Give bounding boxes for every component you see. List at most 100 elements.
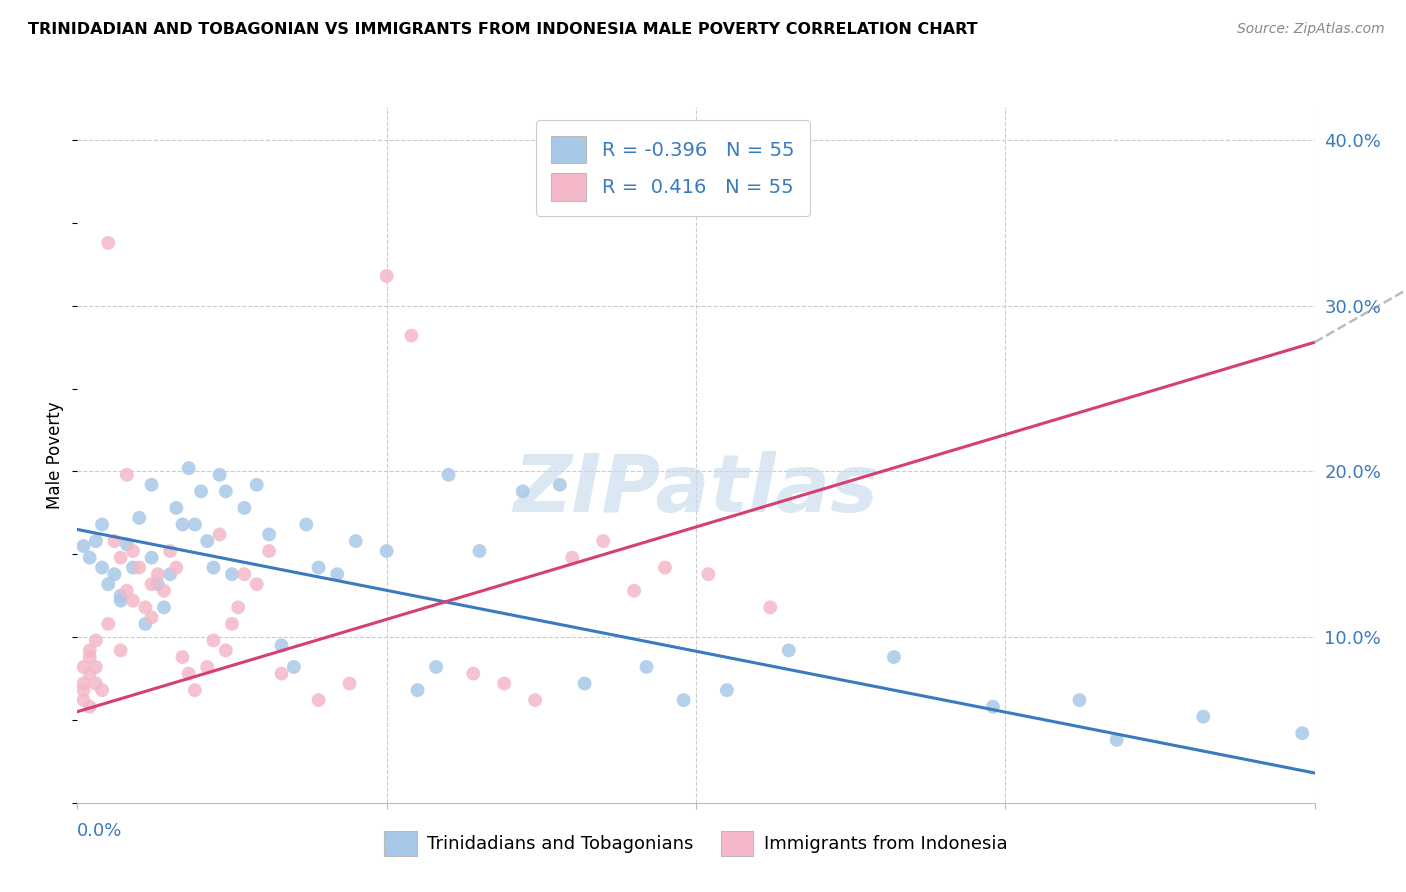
Point [165,500,187,515]
Point [672,693,695,707]
Point [159,567,181,582]
Point [221,616,243,631]
Point [1291,726,1313,740]
Point [153,583,176,598]
Point [208,527,231,541]
Point [1069,693,1091,707]
Point [115,583,138,598]
Point [283,660,305,674]
Point [128,560,150,574]
Text: 0.0%: 0.0% [77,822,122,840]
Point [91,517,114,532]
Point [215,484,238,499]
Y-axis label: Male Poverty: Male Poverty [46,401,65,508]
Point [326,567,349,582]
Point [79,550,101,565]
Point [115,467,138,482]
Text: Source: ZipAtlas.com: Source: ZipAtlas.com [1237,22,1385,37]
Point [233,500,256,515]
Text: ZIPatlas: ZIPatlas [513,450,879,529]
Point [339,676,361,690]
Point [110,589,132,603]
Point [981,699,1004,714]
Point [257,527,280,541]
Point [883,650,905,665]
Point [122,560,145,574]
Point [103,567,125,582]
Point [375,268,398,283]
Point [172,650,194,665]
Point [79,643,101,657]
Point [202,560,225,574]
Point [202,633,225,648]
Point [574,676,596,690]
Point [215,643,238,657]
Point [246,477,269,491]
Point [97,616,120,631]
Point [110,593,132,607]
Point [159,544,181,558]
Point [79,699,101,714]
Legend: Trinidadians and Tobagonians, Immigrants from Indonesia: Trinidadians and Tobagonians, Immigrants… [377,823,1015,863]
Point [141,477,163,491]
Point [697,567,720,582]
Point [1192,709,1215,723]
Point [463,666,485,681]
Point [759,600,782,615]
Point [141,550,163,565]
Point [406,683,429,698]
Text: TRINIDADIAN AND TOBAGONIAN VS IMMIGRANTS FROM INDONESIA MALE POVERTY CORRELATION: TRINIDADIAN AND TOBAGONIAN VS IMMIGRANTS… [28,22,977,37]
Point [84,633,107,648]
Point [79,650,101,665]
Point [134,616,156,631]
Point [91,560,114,574]
Point [344,534,367,549]
Point [195,660,218,674]
Point [97,577,120,591]
Point [79,666,101,681]
Point [146,567,169,582]
Point [122,593,145,607]
Point [103,534,125,549]
Point [110,550,132,565]
Point [778,643,800,657]
Point [115,537,138,551]
Point [72,676,94,690]
Point [190,484,212,499]
Point [128,511,150,525]
Point [308,693,330,707]
Point [72,539,94,553]
Point [226,600,249,615]
Point [270,639,292,653]
Point [425,660,447,674]
Point [257,544,280,558]
Point [172,517,194,532]
Point [72,683,94,698]
Point [375,544,398,558]
Point [72,660,94,674]
Point [146,577,169,591]
Point [592,534,614,549]
Point [233,567,256,582]
Point [524,693,547,707]
Point [308,560,330,574]
Point [165,560,187,574]
Point [84,676,107,690]
Point [654,560,676,574]
Point [437,467,460,482]
Point [84,660,107,674]
Point [134,600,156,615]
Point [1105,732,1128,747]
Point [561,550,583,565]
Point [72,693,94,707]
Point [97,235,120,250]
Point [91,683,114,698]
Point [468,544,491,558]
Point [221,567,243,582]
Point [512,484,534,499]
Point [184,517,207,532]
Point [153,600,176,615]
Point [401,328,423,343]
Point [636,660,658,674]
Point [195,534,218,549]
